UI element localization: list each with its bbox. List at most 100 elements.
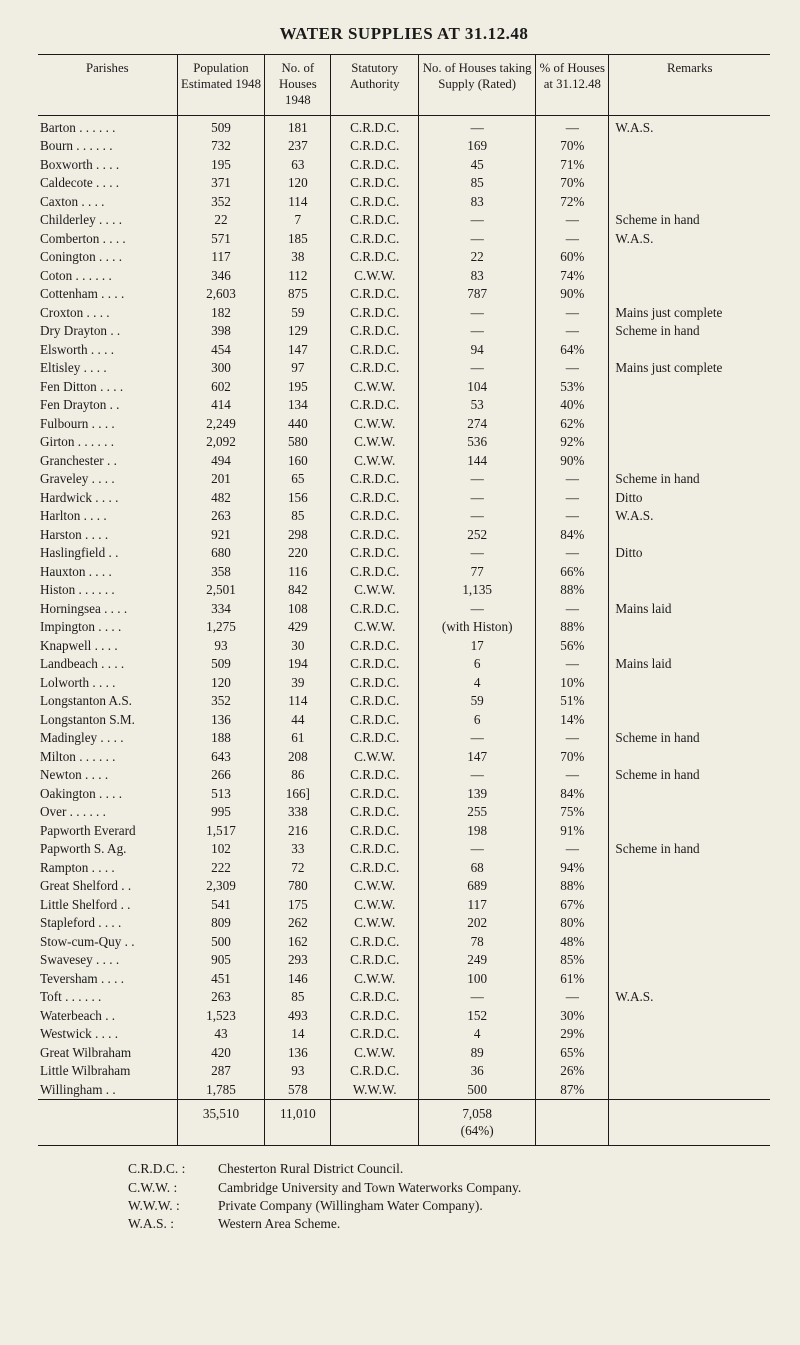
- cell-pct: 61%: [536, 970, 609, 989]
- cell-houses: 86: [265, 766, 331, 785]
- cell-population: 921: [177, 526, 265, 545]
- legend-key: C.W.W. :: [128, 1179, 218, 1197]
- cell-taking: —: [419, 600, 536, 619]
- cell-authority: C.W.W.: [331, 970, 419, 989]
- cell-remarks: Ditto: [609, 489, 770, 508]
- cell-remarks: [609, 859, 770, 878]
- cell-taking: 689: [419, 877, 536, 896]
- cell-remarks: [609, 970, 770, 989]
- cell-remarks: W.A.S.: [609, 988, 770, 1007]
- cell-houses: 493: [265, 1007, 331, 1026]
- cell-remarks: [609, 285, 770, 304]
- table-row: Horningsea . . . .334108C.R.D.C.——Mains …: [38, 600, 770, 619]
- cell-parish: Granchester . .: [38, 452, 177, 471]
- cell-taking: 152: [419, 1007, 536, 1026]
- cell-population: 732: [177, 137, 265, 156]
- cell-houses: 146: [265, 970, 331, 989]
- cell-taking: 78: [419, 933, 536, 952]
- cell-houses: 38: [265, 248, 331, 267]
- cell-remarks: Scheme in hand: [609, 766, 770, 785]
- cell-authority: C.R.D.C.: [331, 600, 419, 619]
- cell-pct: 30%: [536, 1007, 609, 1026]
- cell-remarks: [609, 618, 770, 637]
- cell-houses: 162: [265, 933, 331, 952]
- cell-population: 509: [177, 115, 265, 137]
- cell-population: 182: [177, 304, 265, 323]
- cell-pct: 62%: [536, 415, 609, 434]
- cell-pct: —: [536, 729, 609, 748]
- cell-taking: 104: [419, 378, 536, 397]
- cell-pct: 75%: [536, 803, 609, 822]
- cell-pct: 14%: [536, 711, 609, 730]
- tf-pop: 35,510: [177, 1100, 265, 1146]
- cell-pct: —: [536, 544, 609, 563]
- cell-population: 136: [177, 711, 265, 730]
- cell-houses: 780: [265, 877, 331, 896]
- table-row: Dry Drayton . .398129C.R.D.C.——Scheme in…: [38, 322, 770, 341]
- cell-remarks: [609, 156, 770, 175]
- cell-houses: 160: [265, 452, 331, 471]
- cell-population: 352: [177, 193, 265, 212]
- cell-houses: 181: [265, 115, 331, 137]
- cell-houses: 293: [265, 951, 331, 970]
- cell-authority: C.R.D.C.: [331, 230, 419, 249]
- cell-taking: 536: [419, 433, 536, 452]
- th-pct: % of Houses at 31.12.48: [536, 55, 609, 116]
- cell-authority: C.R.D.C.: [331, 285, 419, 304]
- cell-remarks: [609, 267, 770, 286]
- cell-pct: —: [536, 304, 609, 323]
- cell-houses: 108: [265, 600, 331, 619]
- cell-pct: 88%: [536, 618, 609, 637]
- cell-parish: Horningsea . . . .: [38, 600, 177, 619]
- cell-authority: C.R.D.C.: [331, 211, 419, 230]
- cell-parish: Elsworth . . . .: [38, 341, 177, 360]
- cell-houses: 120: [265, 174, 331, 193]
- cell-remarks: [609, 193, 770, 212]
- table-row: Granchester . .494160C.W.W.14490%: [38, 452, 770, 471]
- cell-authority: C.R.D.C.: [331, 563, 419, 582]
- cell-parish: Eltisley . . . .: [38, 359, 177, 378]
- legend-key: C.R.D.C. :: [128, 1160, 218, 1178]
- cell-taking: 45: [419, 156, 536, 175]
- cell-pct: 88%: [536, 877, 609, 896]
- cell-houses: 166]: [265, 785, 331, 804]
- th-remarks: Remarks: [609, 55, 770, 116]
- cell-remarks: Mains just complete: [609, 359, 770, 378]
- cell-remarks: [609, 174, 770, 193]
- cell-remarks: [609, 1007, 770, 1026]
- cell-population: 1,275: [177, 618, 265, 637]
- tf-blank2: [331, 1100, 419, 1146]
- cell-remarks: [609, 711, 770, 730]
- cell-parish: Longstanton S.M.: [38, 711, 177, 730]
- th-authority: Statutory Authority: [331, 55, 419, 116]
- cell-parish: Little Shelford . .: [38, 896, 177, 915]
- cell-remarks: [609, 581, 770, 600]
- cell-taking: (with Histon): [419, 618, 536, 637]
- cell-taking: 83: [419, 267, 536, 286]
- cell-pct: —: [536, 489, 609, 508]
- cell-population: 120: [177, 674, 265, 693]
- cell-houses: 61: [265, 729, 331, 748]
- table-row: Great Shelford . .2,309780C.W.W.68988%: [38, 877, 770, 896]
- cell-population: 300: [177, 359, 265, 378]
- cell-authority: C.R.D.C.: [331, 933, 419, 952]
- legend-value: Private Company (Willingham Water Compan…: [218, 1197, 483, 1215]
- cell-houses: 216: [265, 822, 331, 841]
- cell-authority: C.R.D.C.: [331, 304, 419, 323]
- cell-pct: 90%: [536, 452, 609, 471]
- cell-population: 1,523: [177, 1007, 265, 1026]
- cell-authority: C.R.D.C.: [331, 655, 419, 674]
- cell-remarks: [609, 526, 770, 545]
- cell-houses: 14: [265, 1025, 331, 1044]
- cell-taking: —: [419, 507, 536, 526]
- cell-pct: —: [536, 230, 609, 249]
- cell-pct: 80%: [536, 914, 609, 933]
- legend-row: C.W.W. :Cambridge University and Town Wa…: [128, 1179, 770, 1197]
- cell-pct: 85%: [536, 951, 609, 970]
- cell-authority: C.R.D.C.: [331, 174, 419, 193]
- cell-taking: 83: [419, 193, 536, 212]
- cell-pct: —: [536, 322, 609, 341]
- cell-population: 266: [177, 766, 265, 785]
- cell-population: 482: [177, 489, 265, 508]
- cell-authority: C.R.D.C.: [331, 840, 419, 859]
